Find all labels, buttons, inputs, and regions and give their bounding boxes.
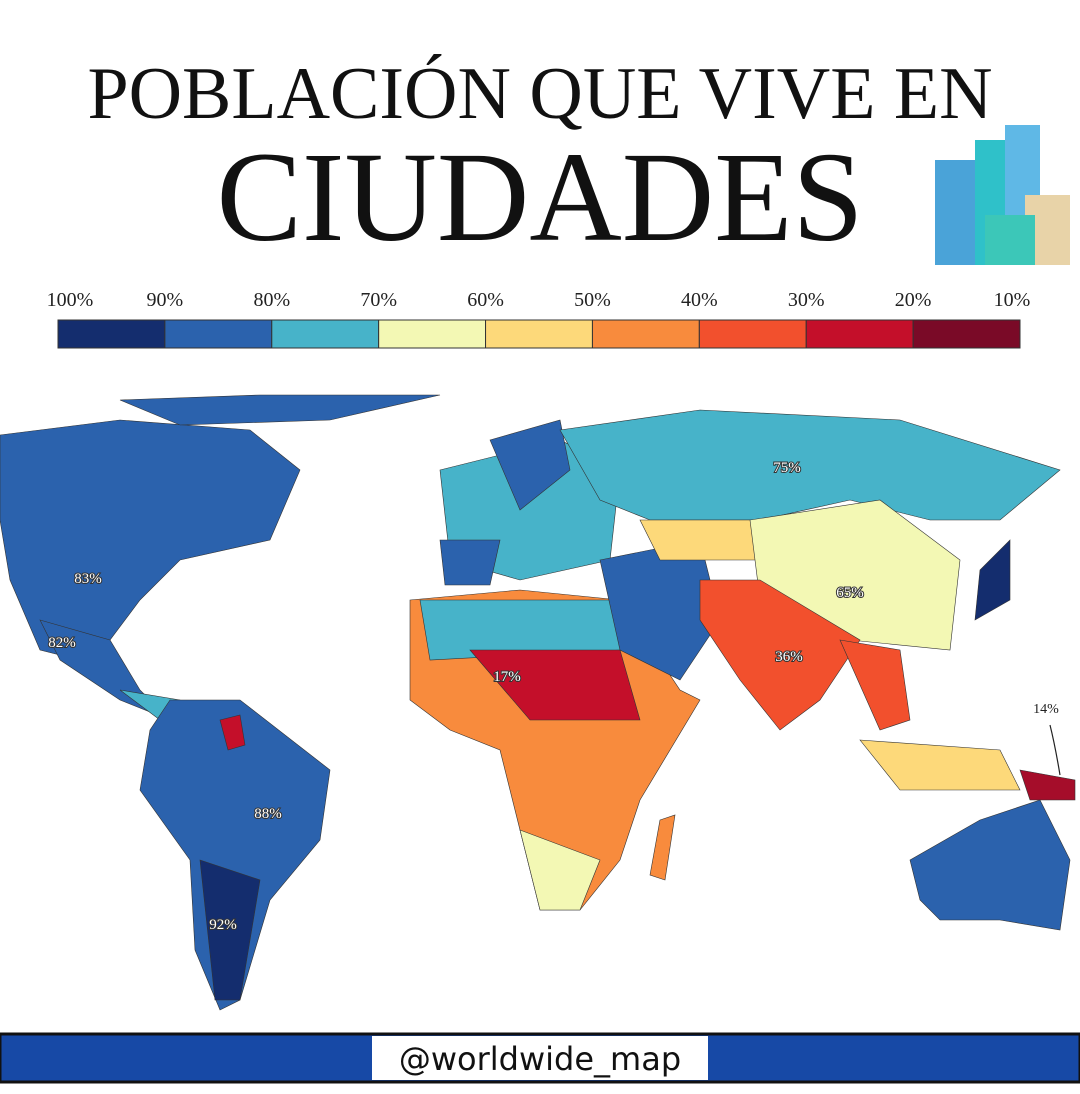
legend: 100% 90% 80% 70% 60% 50% 40% 30% 20% 10% (47, 289, 1031, 349)
legend-swatch (378, 319, 487, 349)
legend-swatch (805, 319, 914, 349)
map-label: 17% (493, 669, 521, 685)
legend-swatch (912, 319, 1021, 349)
legend-label: 20% (895, 289, 932, 311)
legend-label: 60% (467, 289, 504, 311)
legend-label: 80% (253, 289, 290, 311)
map-label: 82% (48, 635, 76, 651)
legend-swatch (485, 319, 593, 349)
title-line2: CIUDADES (216, 126, 863, 268)
legend-label: 100% (47, 289, 94, 311)
legend-label: 30% (788, 289, 825, 311)
legend-swatch (271, 319, 380, 349)
map-label: 88% (254, 806, 282, 822)
legend-label: 90% (147, 289, 184, 311)
map-label: 92% (209, 917, 237, 933)
buildings-icon (935, 125, 1070, 265)
legend-label: 70% (360, 289, 397, 311)
legend-swatch (591, 319, 700, 349)
legend-swatch (698, 319, 807, 349)
legend-swatch (164, 319, 273, 349)
map-label: 83% (74, 571, 102, 587)
pointer-arrow (1049, 724, 1061, 776)
world-map (0, 394, 1076, 1011)
map-label: 36% (775, 649, 803, 665)
legend-label: 50% (574, 289, 611, 311)
footer-box (372, 1036, 708, 1080)
title-line1: POBLACIÓN QUE VIVE EN (87, 53, 992, 135)
map-label: 75% (773, 460, 801, 476)
legend-label: 10% (994, 289, 1031, 311)
legend-swatch (57, 319, 166, 349)
map-label: 14% (1033, 702, 1059, 717)
map-label: 65% (836, 585, 864, 601)
footer-handle: @worldwide_map (399, 1040, 681, 1078)
legend-label: 40% (681, 289, 718, 311)
